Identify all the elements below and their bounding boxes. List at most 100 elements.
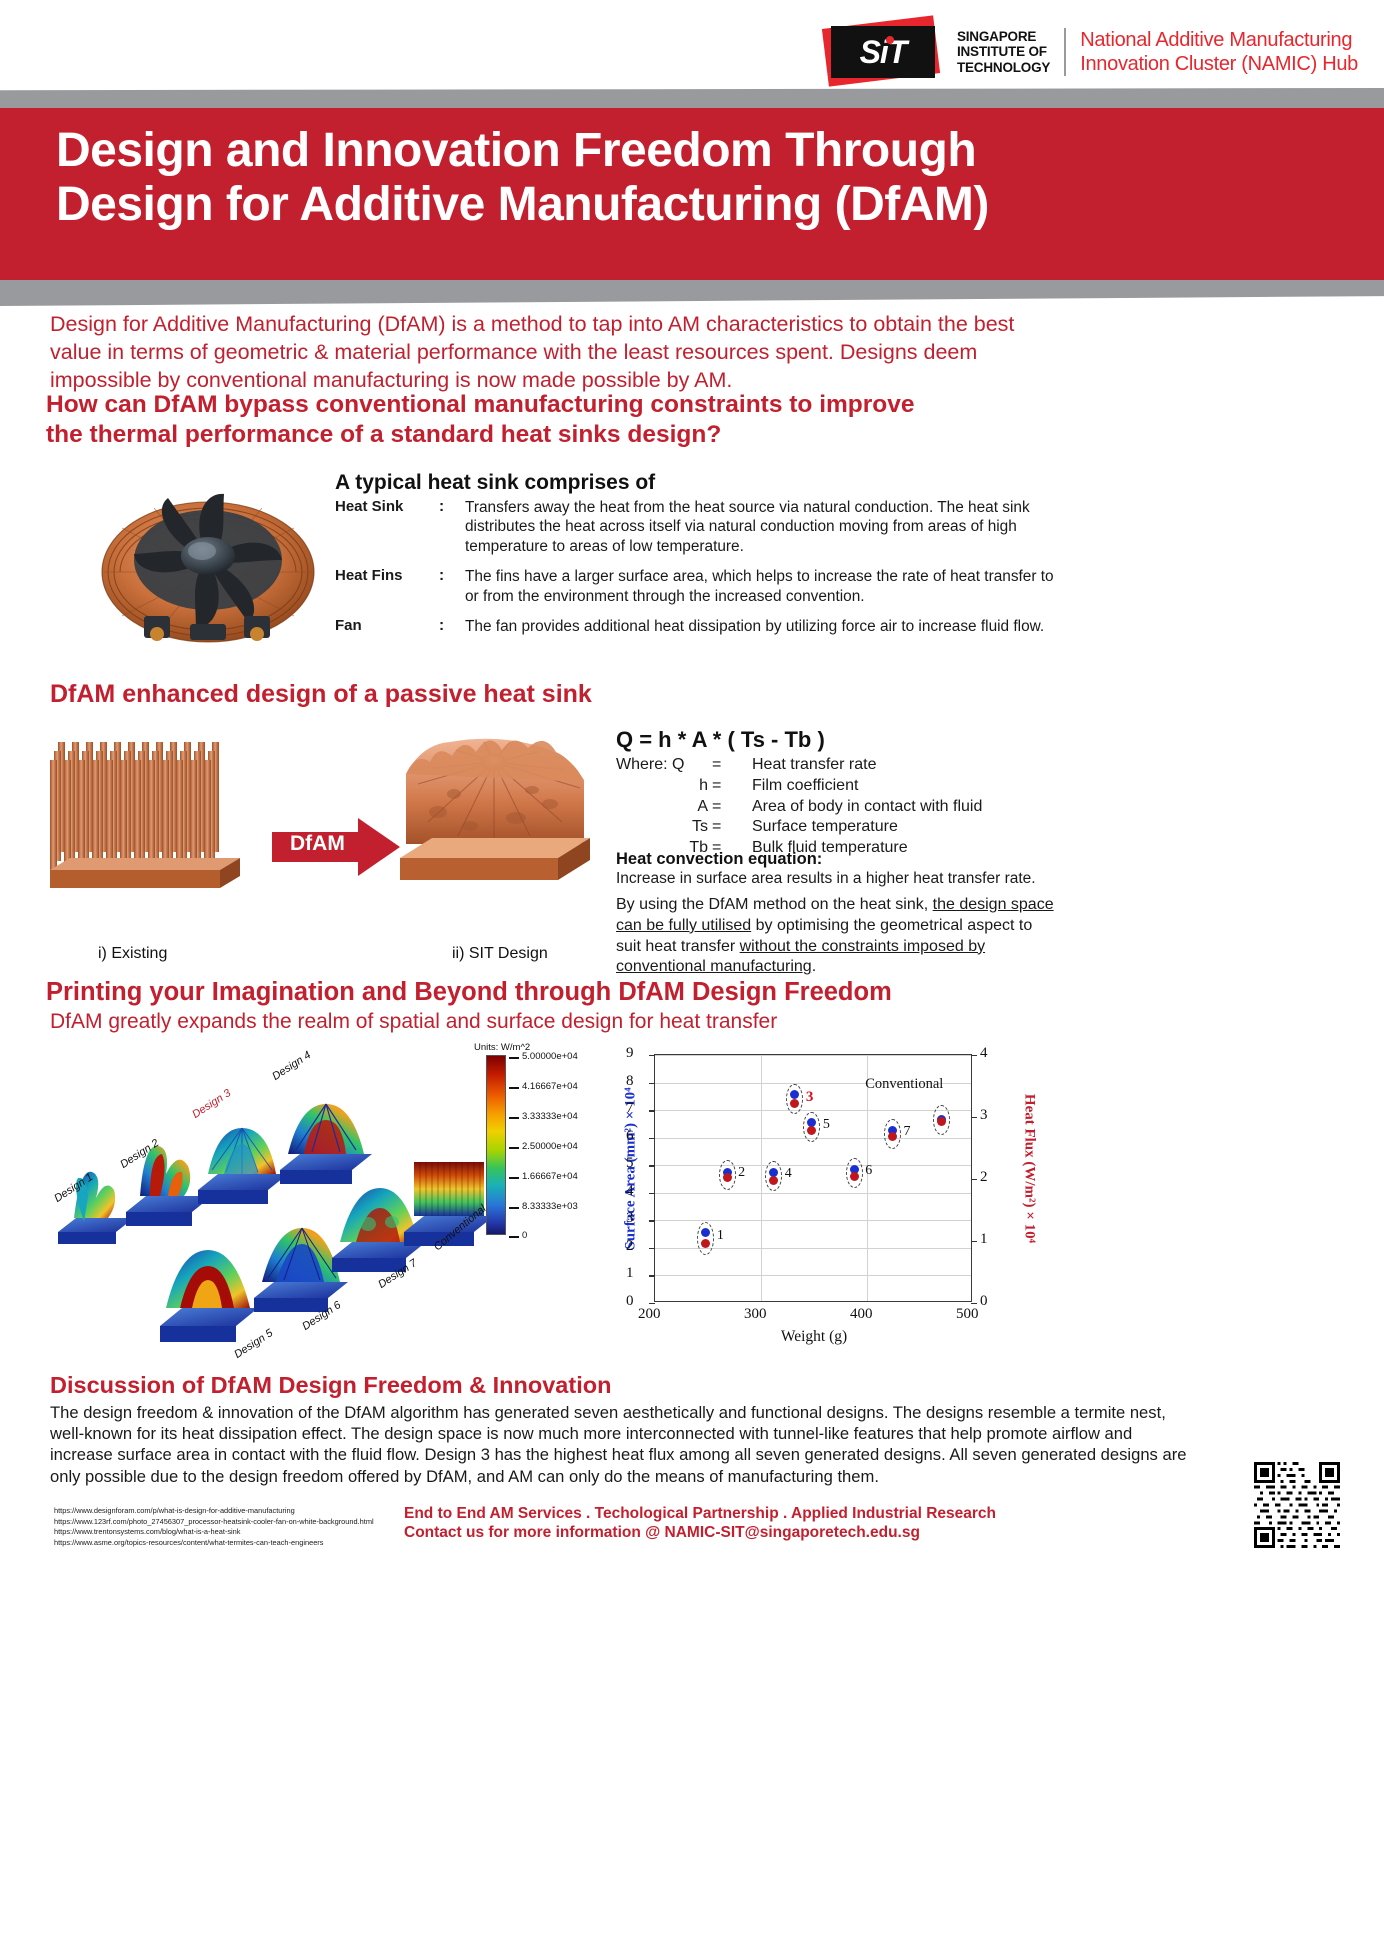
cfd-designs-montage (58, 1103, 494, 1342)
dfam-para-underline2: without the constraints imposed by conve… (616, 937, 986, 976)
qr-code-icon[interactable] (1254, 1462, 1340, 1548)
chart-point-heat-flux (849, 1171, 859, 1181)
equation-variable-row: Ts = Surface temperature (616, 817, 982, 838)
chart-gridline-h (655, 1247, 971, 1249)
legend-tick-value: 8.33333e+03 (522, 1201, 578, 1212)
chart-y-tick-left: 2 (626, 1237, 634, 1254)
chart-tick-mark (649, 1137, 655, 1140)
variable-symbol: Q (672, 756, 685, 773)
chart-tick-mark (649, 1110, 655, 1112)
sit-logo-initials: SiT (859, 33, 908, 70)
legend-tick-dash (509, 1207, 519, 1209)
component-description: The fan provides additional heat dissipa… (465, 618, 1045, 636)
sit-logo-wordmark: SINGAPORE INSTITUTE OF TECHNOLOGY (957, 29, 1050, 74)
namic-line1: National Additive Manufacturing (1080, 29, 1353, 51)
chart-point-label-2: 2 (738, 1164, 746, 1180)
chart-gridline-h (655, 1165, 971, 1167)
chart-point-heat-flux (769, 1175, 779, 1185)
where-label: Where: (616, 756, 668, 773)
legend-tick-value: 4.16667e+04 (522, 1081, 578, 1092)
chart-point-group (718, 1159, 736, 1190)
variable-definition: Film coefficient (752, 776, 859, 794)
dfam-para-part1: By using the DfAM method on the heat sin… (616, 896, 933, 913)
chart-y-tick-right: 0 (980, 1293, 988, 1309)
equation-variable-row: Where: Q = Heat transfer rate (616, 755, 982, 776)
chart-gridline-h (655, 1192, 971, 1194)
equation-variable-list: Where: Q = Heat transfer rate h = Film c… (616, 755, 982, 859)
reference-item[interactable]: https://www.asme.org/topics-resources/co… (54, 1537, 324, 1547)
chart-point-surface-area (887, 1126, 897, 1136)
chart-y-tick-left: 0 (626, 1293, 634, 1309)
legend-tick-value: 1.66667e+04 (522, 1171, 578, 1182)
chart-gridline-h (655, 1082, 971, 1084)
chart-point-label-3: 3 (805, 1089, 814, 1106)
logo-divider (1064, 28, 1067, 76)
table-row: Heat Fins : The fins have a larger surfa… (335, 567, 1055, 606)
legend-tick-dash (509, 1177, 519, 1179)
chart-point-heat-flux (807, 1126, 817, 1136)
sit-design-heatsink-figure (400, 738, 590, 880)
chart-y-tick-left: 9 (626, 1045, 634, 1061)
chart-y-tick-right: 3 (980, 1107, 988, 1123)
chart-tick-mark (971, 1241, 977, 1243)
heat-transfer-equation: Q = h * A * ( Ts - Tb ) (616, 727, 825, 752)
dfam-arrow-label: DfAM (290, 832, 345, 855)
heat-convection-text: Increase in surface area results in a hi… (616, 870, 1036, 887)
section-subheading-design-freedom: DfAM greatly expands the realm of spatia… (50, 1010, 778, 1033)
chart-point-heat-flux (790, 1098, 800, 1108)
chart-tick-mark (649, 1165, 655, 1167)
chart-gridline-h (655, 1275, 971, 1277)
legend-tick-value: 2.50000e+04 (522, 1141, 578, 1152)
chart-point-heat-flux (701, 1239, 711, 1249)
chart-tick-mark (971, 1179, 977, 1181)
discussion-heading: Discussion of DfAM Design Freedom & Inno… (50, 1372, 612, 1398)
legend-tick-dash (509, 1087, 519, 1089)
research-question-line2: the thermal performance of a standard he… (46, 420, 722, 448)
page-title-line1: Design and Innovation Freedom Through (56, 124, 977, 177)
chart-tick-mark (649, 1082, 655, 1084)
chart-gridline-v (761, 1055, 762, 1301)
section-heading-design-freedom: Printing your Imagination and Beyond thr… (46, 978, 892, 1006)
component-name: Fan (335, 617, 362, 635)
chart-annotation-conventional: Conventional (865, 1076, 944, 1093)
chart-point-group (845, 1157, 863, 1188)
research-question: How can DfAM bypass conventional manufac… (46, 390, 1056, 450)
component-colon: : (439, 567, 445, 585)
reference-item[interactable]: https://www.123rf.com/photo_27456307_pro… (54, 1516, 374, 1526)
chart-y-tick-left: 5 (626, 1155, 634, 1172)
heat-sink-section-heading: A typical heat sink comprises of (335, 471, 656, 494)
dfam-method-paragraph: By using the DfAM method on the heat sin… (616, 895, 1061, 978)
legend-tick-dash (509, 1147, 519, 1149)
chart-gridline-h (655, 1110, 971, 1112)
chart-point-label-7: 7 (903, 1123, 911, 1139)
chart-x-tick: 200 (638, 1306, 661, 1322)
sit-word-line1: SINGAPORE (956, 29, 1037, 45)
heat-sink-component-table: Heat Sink : Transfers away the heat from… (335, 498, 1055, 647)
section-heading-passive-heatsink: DfAM enhanced design of a passive heat s… (50, 680, 592, 708)
component-description: The fins have a larger surface area, whi… (465, 568, 1054, 605)
chart-y-tick-left: 6 (626, 1127, 634, 1144)
chart-tick-mark (649, 1303, 655, 1305)
page-title: Design and Innovation Freedom Through De… (56, 124, 1336, 232)
variable-definition: Bulk fluid temperature (752, 839, 908, 857)
chart-point-group (932, 1105, 950, 1136)
chart-tick-mark (649, 1192, 655, 1195)
reference-item[interactable]: https://www.trentonsystems.com/blog/what… (54, 1527, 241, 1537)
variable-definition: Area of body in contact with fluid (752, 797, 983, 815)
dfam-para-underline1: the design space can be fully utilised (616, 896, 1054, 934)
chart-y-tick-left: 4 (626, 1182, 634, 1199)
variable-equals: = (712, 818, 722, 836)
equation-variable-row: h = Film coefficient (616, 776, 982, 797)
chart-x-tick: 400 (850, 1306, 873, 1322)
chart-y-tick-right: 1 (980, 1231, 988, 1247)
chart-point-label-4: 4 (784, 1166, 792, 1182)
intro-paragraph: Design for Additive Manufacturing (DfAM)… (50, 312, 1015, 392)
chart-y-axis-right-label: Heat Flux (W/m²) × 10⁴ (1021, 1093, 1038, 1244)
chart-x-axis-label: Weight (g) (780, 1328, 848, 1345)
legend-tick-dash (509, 1117, 519, 1119)
namic-partner-text: National Additive Manufacturing Innovati… (1080, 28, 1358, 76)
reference-item[interactable]: https://www.designforam.com/p/what-is-de… (54, 1506, 295, 1515)
chart-x-tick: 300 (744, 1306, 767, 1322)
chart-plot-area: 1 2 3 4 5 6 7 Conventional (649, 1054, 977, 1305)
component-name: Heat Sink (335, 498, 404, 515)
